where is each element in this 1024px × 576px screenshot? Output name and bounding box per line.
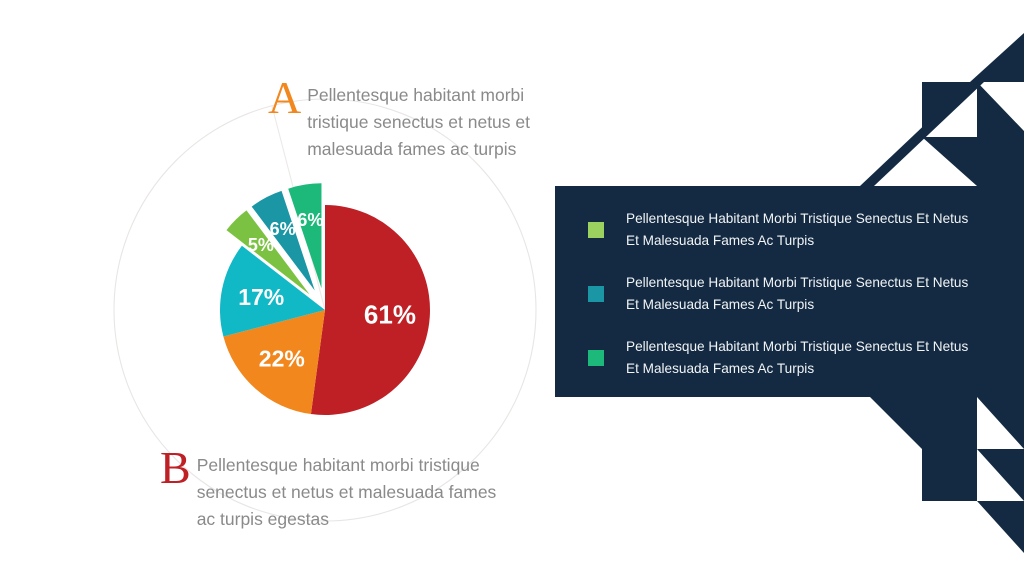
- legend-item[interactable]: Pellentesque Habitant Morbi Tristique Se…: [588, 272, 984, 316]
- pie-slice-6: [251, 190, 315, 291]
- triangle-pattern-top-right: [860, 33, 1024, 200]
- pie-slice-5: [226, 210, 310, 295]
- legend-swatch-icon: [588, 350, 604, 366]
- legend-item[interactable]: Pellentesque Habitant Morbi Tristique Se…: [588, 336, 984, 380]
- pie-label-0: 61%: [364, 299, 416, 329]
- legend-item-label: Pellentesque Habitant Morbi Tristique Se…: [626, 211, 969, 248]
- pie-label-5: 6%: [297, 210, 323, 230]
- legend-swatch-icon: [588, 286, 604, 302]
- legend-item[interactable]: Pellentesque Habitant Morbi Tristique Se…: [588, 208, 984, 252]
- legend-item-label: Pellentesque Habitant Morbi Tristique Se…: [626, 275, 969, 312]
- triangle-pattern-bottom-right: [860, 385, 1024, 553]
- callout-b-text: Pellentesque habitant morbi tristique se…: [196, 455, 497, 529]
- legend-item-label: Pellentesque Habitant Morbi Tristique Se…: [626, 339, 969, 376]
- callout-a: A Pellentesque habitant morbi tristique …: [268, 72, 568, 163]
- legend-panel: Pellentesque Habitant Morbi Tristique Se…: [555, 186, 1024, 397]
- legend-list: Pellentesque Habitant Morbi Tristique Se…: [588, 208, 984, 380]
- pie-label-3: 5%: [248, 235, 274, 255]
- pie-slice-6: [288, 183, 322, 289]
- pie-slice-22: [223, 310, 325, 415]
- pie-label-4: 6%: [270, 219, 296, 239]
- callout-b: B Pellentesque habitant morbi tristique …: [160, 442, 530, 533]
- callout-b-marker: B: [160, 442, 191, 493]
- callout-a-marker: A: [268, 72, 302, 123]
- pie-slice-61: [310, 205, 430, 415]
- pie-slice-17: [220, 245, 325, 337]
- callout-a-text: Pellentesque habitant morbi tristique se…: [307, 85, 531, 159]
- pie-label-1: 22%: [259, 346, 305, 372]
- pie-label-2: 17%: [238, 284, 284, 310]
- legend-swatch-icon: [588, 222, 604, 238]
